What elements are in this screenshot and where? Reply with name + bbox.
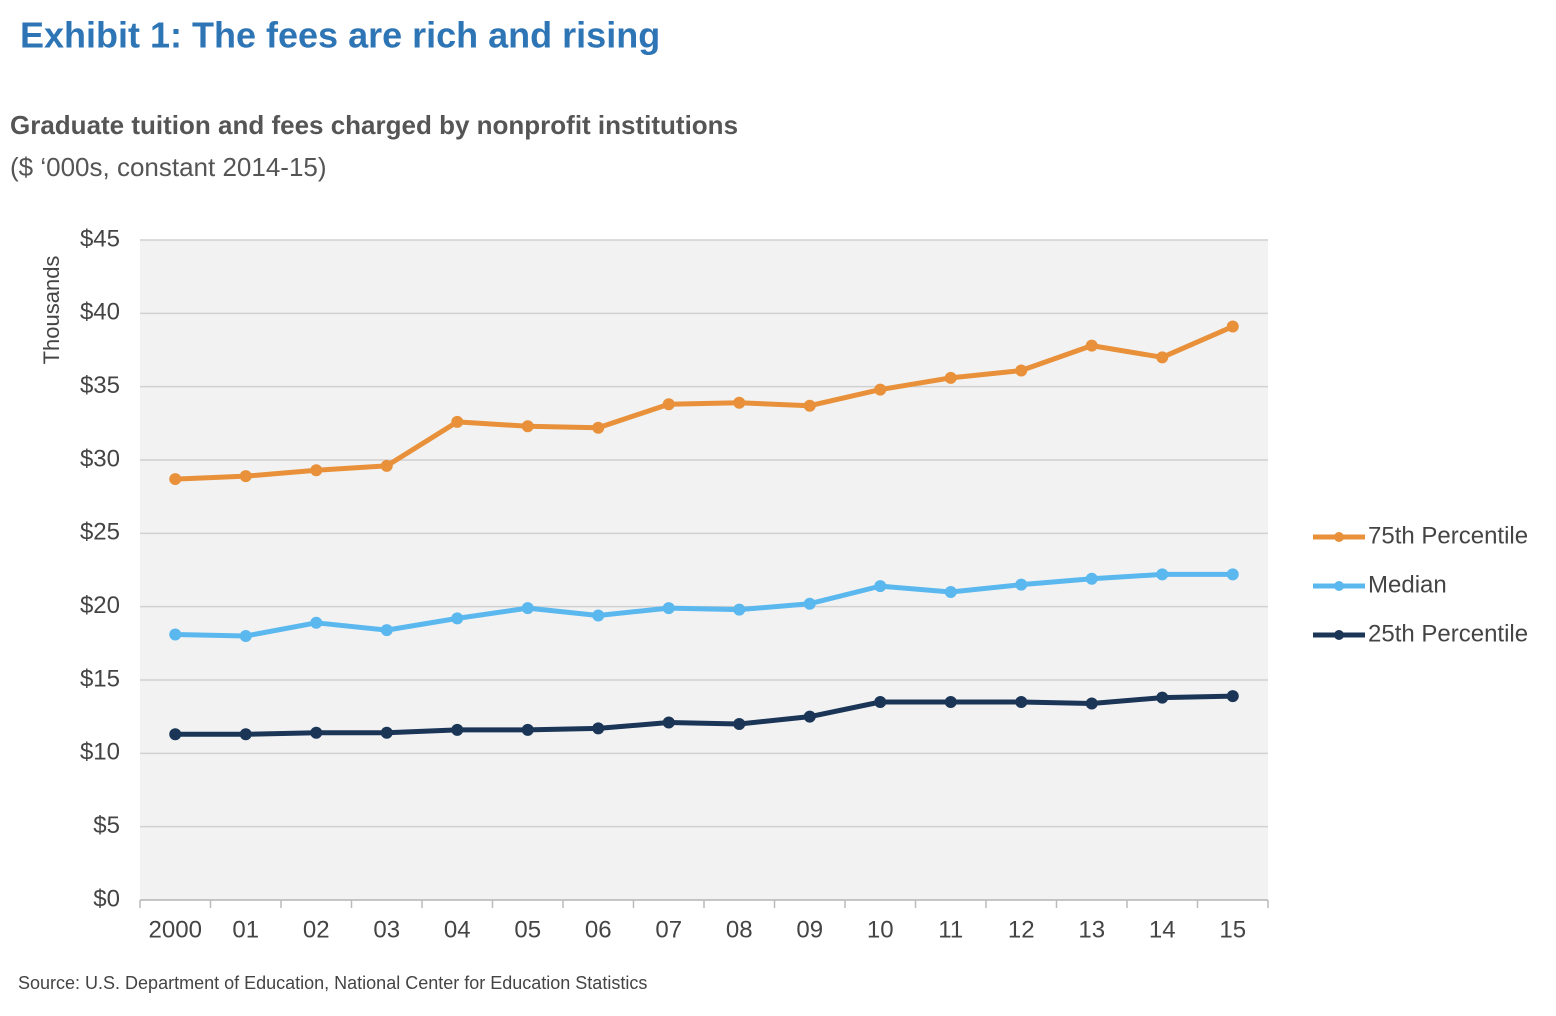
x-tick-label: 08: [726, 916, 753, 943]
y-tick-label: $40: [80, 299, 120, 326]
data-point: [733, 396, 746, 409]
data-point: [169, 628, 182, 641]
data-point: [380, 726, 393, 739]
x-tick-label: 09: [796, 916, 823, 943]
data-point: [1226, 690, 1239, 703]
data-point: [310, 616, 323, 629]
data-point: [380, 624, 393, 637]
legend-label: 75th Percentile: [1368, 522, 1528, 549]
data-point: [874, 696, 887, 708]
data-point: [944, 371, 957, 384]
data-point: [1085, 572, 1098, 585]
chart-title: Exhibit 1: The fees are rich and rising: [20, 15, 660, 56]
x-tick-label: 07: [655, 916, 682, 943]
data-point: [944, 696, 957, 708]
legend-label: 25th Percentile: [1368, 620, 1528, 647]
data-point: [451, 612, 464, 625]
data-point: [451, 415, 464, 428]
data-point: [592, 609, 605, 622]
x-tick-label: 06: [585, 916, 612, 943]
x-tick-label: 15: [1219, 916, 1246, 943]
x-tick-label: 11: [938, 916, 963, 943]
y-tick-label: $35: [80, 372, 120, 399]
y-tick-label: $10: [80, 739, 120, 766]
series-line: [175, 693, 1233, 737]
legend-label: Median: [1368, 571, 1447, 598]
x-tick-label: 05: [514, 916, 541, 943]
data-point: [1015, 696, 1028, 708]
y-tick-label: $0: [93, 885, 120, 912]
data-point: [803, 597, 816, 610]
y-tick-label: $20: [80, 592, 120, 619]
data-point: [733, 603, 746, 616]
data-point: [239, 470, 252, 483]
data-point: [592, 421, 605, 434]
data-point: [1156, 568, 1169, 581]
data-point: [239, 630, 252, 642]
legend-marker: [1334, 532, 1344, 542]
data-point: [662, 398, 675, 411]
series-line: [175, 324, 1234, 482]
x-tick-label: 01: [232, 916, 259, 943]
data-point: [310, 464, 323, 477]
data-point: [169, 728, 182, 741]
chart-subtitle: Graduate tuition and fees charged by non…: [10, 110, 738, 140]
source-note: Source: U.S. Department of Education, Na…: [18, 973, 647, 993]
data-point: [1015, 364, 1028, 377]
data-point: [1015, 578, 1028, 591]
data-point: [521, 723, 534, 736]
legend-marker: [1334, 581, 1344, 591]
y-tick-label: $25: [80, 519, 120, 546]
data-point: [874, 383, 887, 396]
x-tick-label: 03: [373, 916, 400, 943]
data-point: [662, 716, 675, 729]
x-tick-label: 02: [303, 916, 330, 943]
data-point: [874, 580, 887, 593]
y-tick-label: $30: [80, 445, 120, 472]
y-tick-label: $15: [80, 665, 120, 692]
y-axis-label: Thousands: [39, 256, 64, 365]
x-tick-label: 13: [1078, 916, 1105, 943]
data-point: [1226, 320, 1239, 333]
x-tick-label: 2000: [149, 916, 202, 943]
data-point: [662, 602, 675, 615]
data-point: [380, 459, 393, 472]
y-tick-label: $5: [93, 812, 120, 839]
data-point: [1156, 691, 1169, 704]
chart-units: ($ ‘000s, constant 2014-15): [10, 152, 327, 182]
legend-marker: [1334, 630, 1344, 640]
x-tick-label: 10: [867, 916, 894, 943]
data-point: [1156, 351, 1169, 364]
data-point: [169, 473, 182, 486]
data-point: [521, 602, 534, 615]
y-tick-label: $45: [80, 225, 120, 252]
plot-area: [140, 240, 1268, 900]
data-point: [1085, 339, 1098, 352]
data-point: [592, 722, 605, 735]
data-point: [803, 399, 816, 412]
data-point: [1226, 568, 1239, 581]
data-point: [944, 586, 957, 598]
data-point: [451, 723, 464, 736]
x-tick-label: 12: [1008, 916, 1035, 943]
x-tick-label: 14: [1149, 916, 1176, 943]
data-point: [1085, 697, 1098, 710]
data-point: [733, 718, 746, 730]
data-point: [521, 420, 534, 433]
series-line: [175, 571, 1233, 639]
data-point: [239, 728, 252, 741]
data-point: [803, 710, 816, 723]
data-point: [310, 726, 323, 739]
x-tick-label: 04: [444, 916, 471, 943]
